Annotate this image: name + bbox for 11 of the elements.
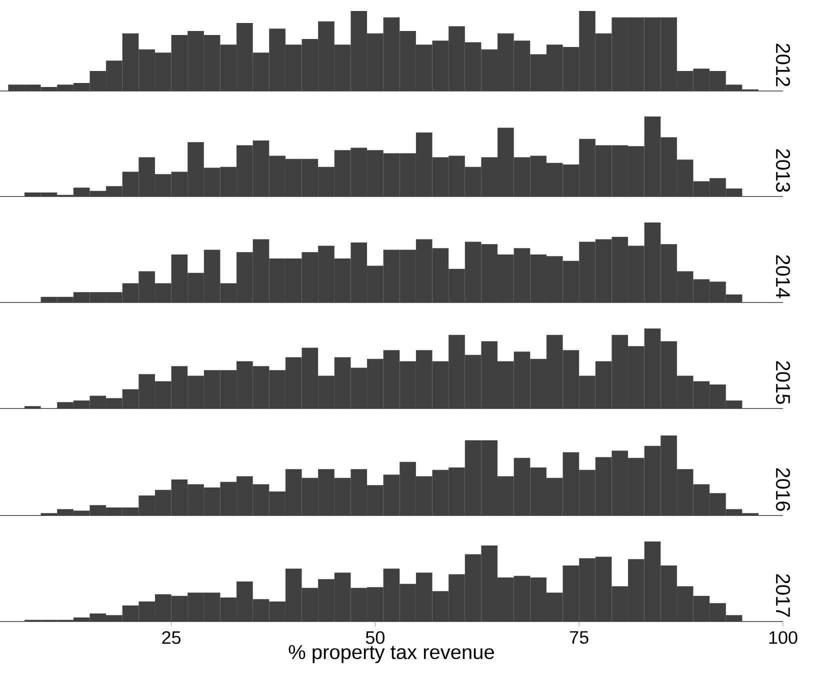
x-tick-label: 50 [366, 631, 384, 644]
text: 2012 [776, 44, 790, 86]
text: 2013 [776, 149, 790, 192]
text: 2017 [776, 574, 790, 617]
text: 2014 [776, 255, 790, 298]
x-tick-label: 100 [769, 631, 798, 644]
x-axis-title: % property tax revenue [288, 645, 494, 664]
text: 2015 [776, 361, 790, 404]
text: 2016 [776, 468, 790, 511]
x-tick-label: 75 [570, 631, 588, 644]
x-tick-label: 25 [162, 631, 181, 644]
